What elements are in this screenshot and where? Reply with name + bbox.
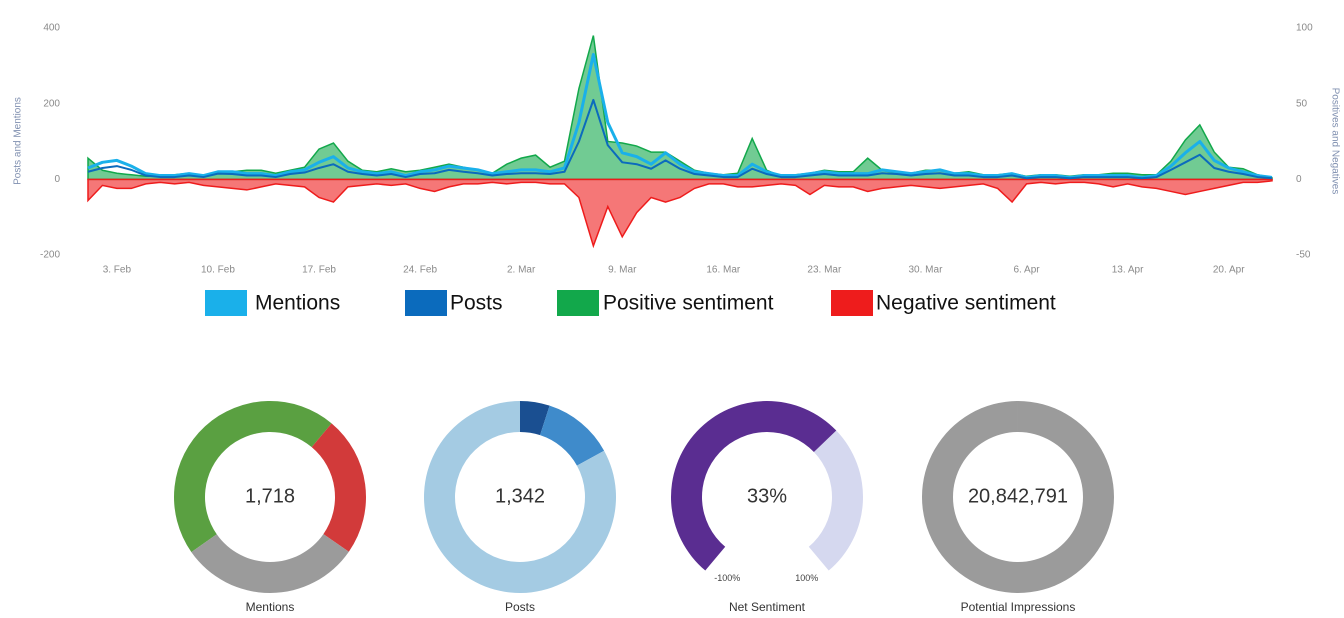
donut-title: Posts bbox=[505, 600, 535, 614]
x-tick-label: 3. Feb bbox=[103, 265, 132, 276]
y2-tick-label: 0 bbox=[1296, 174, 1302, 185]
y-tick-label: 200 bbox=[43, 98, 60, 109]
series-line bbox=[87, 98, 1273, 180]
y2-tick-label: -50 bbox=[1296, 250, 1311, 261]
legend-label: Negative sentiment bbox=[876, 292, 1056, 315]
x-tick-label: 23. Mar bbox=[807, 265, 842, 276]
center-value: 1,342 bbox=[495, 485, 545, 507]
gauge-tick-label: -100% bbox=[714, 573, 740, 583]
donut-segment bbox=[921, 401, 1114, 593]
donut-segment bbox=[540, 405, 605, 466]
x-tick-label: 10. Feb bbox=[201, 265, 235, 276]
x-tick-label: 20. Apr bbox=[1213, 265, 1245, 276]
donut-title: Net Sentiment bbox=[729, 600, 806, 614]
legend-swatch bbox=[205, 290, 247, 316]
center-value: 20,842,791 bbox=[968, 485, 1068, 507]
x-tick-label: 24. Feb bbox=[403, 265, 437, 276]
legend-label: Posts bbox=[450, 292, 503, 315]
x-tick-label: 30. Mar bbox=[909, 265, 944, 276]
donut-segment bbox=[423, 401, 616, 594]
y-axis-title: Posts and Mentions bbox=[13, 97, 24, 185]
legend-swatch bbox=[405, 290, 447, 316]
x-tick-label: 17. Feb bbox=[302, 265, 336, 276]
donut-title: Potential Impressions bbox=[961, 600, 1076, 614]
gauge-track bbox=[808, 430, 864, 571]
y-tick-label: 400 bbox=[43, 23, 60, 34]
legend-label: Positive sentiment bbox=[603, 292, 774, 315]
donut-segment bbox=[311, 423, 366, 552]
x-tick-label: 9. Mar bbox=[608, 265, 637, 276]
x-tick-label: 2. Mar bbox=[507, 265, 536, 276]
x-tick-label: 13. Apr bbox=[1112, 265, 1144, 276]
area-fill bbox=[87, 35, 1273, 181]
legend-swatch bbox=[557, 290, 599, 316]
center-value: 33% bbox=[747, 485, 787, 507]
area-fill bbox=[87, 178, 1273, 249]
gauge-value bbox=[671, 400, 837, 571]
y-tick-label: -200 bbox=[40, 250, 60, 261]
donut-title: Mentions bbox=[246, 600, 295, 614]
center-value: 1,718 bbox=[245, 485, 295, 507]
y2-tick-label: 100 bbox=[1296, 23, 1313, 34]
legend-swatch bbox=[831, 290, 873, 316]
donut-segment bbox=[174, 401, 332, 553]
x-tick-label: 6. Apr bbox=[1013, 265, 1040, 276]
y2-axis-title: Positives and Negatives bbox=[1329, 88, 1340, 195]
y-tick-label: 0 bbox=[54, 174, 60, 185]
y2-tick-label: 50 bbox=[1296, 98, 1308, 109]
donut-segment bbox=[191, 534, 349, 594]
donut-segment bbox=[520, 401, 550, 436]
x-tick-label: 16. Mar bbox=[706, 265, 741, 276]
series-line bbox=[87, 52, 1273, 179]
legend-label: Mentions bbox=[255, 292, 340, 315]
gauge-tick-label: 100% bbox=[795, 573, 818, 583]
